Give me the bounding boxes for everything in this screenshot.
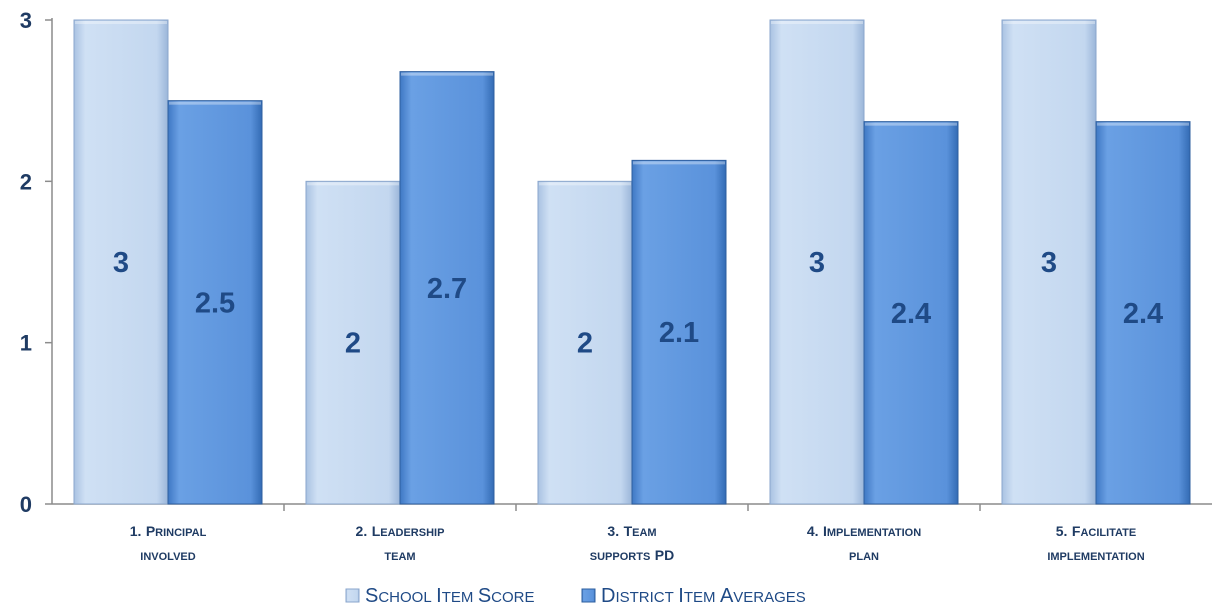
- school-item-score-bar: [769, 19, 865, 505]
- x-category-label: 1. PRINCIPAL: [130, 523, 207, 540]
- district-item-average-bar: [1095, 121, 1191, 505]
- y-tick-label: 2: [20, 169, 32, 194]
- legend-label: DISTRICT ITEM AVERAGES: [601, 585, 806, 607]
- x-category-label: SUPPORTS PD: [590, 547, 674, 564]
- x-category-label: 5. FACILITATE: [1056, 523, 1137, 540]
- y-tick-label: 3: [20, 8, 32, 33]
- district-item-average-bar-highlight: [633, 161, 725, 165]
- school-item-score-bar: [73, 19, 169, 505]
- legend-school-item-score: SCHOOL ITEM SCORE: [345, 585, 535, 607]
- x-category-label: IMPLEMENTATION: [1047, 551, 1144, 563]
- district-item-average-bar-highlight: [865, 122, 957, 126]
- school-item-score-bar: [537, 180, 633, 505]
- legend-swatch: [581, 588, 596, 603]
- legend-label: SCHOOL ITEM SCORE: [365, 585, 535, 607]
- y-tick-label: 0: [20, 492, 32, 517]
- district-item-average-bar-highlight: [169, 101, 261, 105]
- school-item-score-bar-highlight: [771, 21, 863, 24]
- school-item-score-bar: [305, 180, 401, 505]
- legend-swatch: [345, 588, 360, 603]
- data-label: 2.4: [1123, 298, 1163, 330]
- x-category-label: 3. TEAM: [607, 523, 656, 540]
- data-label: 2: [577, 328, 593, 360]
- y-tick-label: 1: [20, 331, 32, 356]
- school-item-score-bar: [1001, 19, 1097, 505]
- data-label: 2.4: [891, 298, 931, 330]
- district-item-average-bar-highlight: [1097, 122, 1189, 126]
- x-category-label: PLAN: [849, 551, 879, 563]
- x-category-label: INVOLVED: [140, 551, 195, 563]
- legend-district-item-averages: DISTRICT ITEM AVERAGES: [581, 585, 806, 607]
- data-label: 2.1: [659, 317, 699, 349]
- district-item-average-bar-highlight: [401, 72, 493, 76]
- x-category-label: TEAM: [384, 551, 415, 563]
- data-label: 2: [345, 328, 361, 360]
- school-item-score-bar-highlight: [307, 182, 399, 186]
- data-label: 3: [1041, 247, 1057, 279]
- x-category-label: 2. LEADERSHIP: [356, 523, 445, 540]
- data-label: 2.5: [195, 287, 235, 319]
- district-item-average-bar: [631, 159, 727, 505]
- district-item-average-bar: [399, 71, 495, 505]
- school-item-score-bar-highlight: [75, 21, 167, 24]
- district-item-average-bar: [863, 121, 959, 505]
- district-item-average-bar: [167, 100, 263, 505]
- school-item-score-bar-highlight: [539, 182, 631, 186]
- data-label: 3: [809, 247, 825, 279]
- data-label: 2.7: [427, 273, 467, 305]
- school-item-score-bar-highlight: [1003, 21, 1095, 24]
- x-category-label: 4. IMPLEMENTATION: [807, 523, 921, 540]
- data-label: 3: [113, 247, 129, 279]
